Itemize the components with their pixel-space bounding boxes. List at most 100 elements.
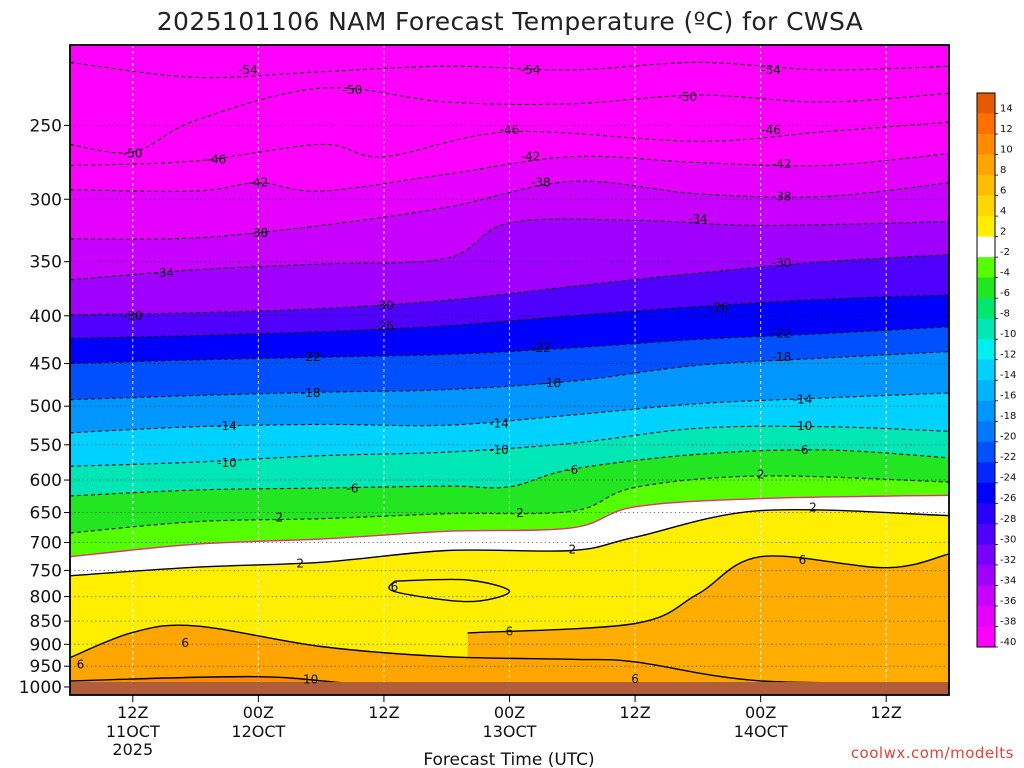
contour-label: -54 <box>238 63 258 77</box>
x-tick-hour: 12Z <box>368 703 399 722</box>
y-tick-label: 950 <box>30 657 62 677</box>
contour-label: 2 <box>516 506 524 520</box>
colorbar-swatch <box>977 523 995 545</box>
colorbar-swatch <box>977 298 995 320</box>
colorbar-swatch <box>977 564 995 586</box>
grid-lines <box>70 45 949 695</box>
colorbar-swatch <box>977 257 995 279</box>
colorbar-label: 6 <box>1000 185 1006 196</box>
colorbar-swatch <box>977 400 995 422</box>
colorbar-label: -10 <box>1000 329 1016 340</box>
contour-label: -10 <box>793 419 813 433</box>
contour-label: -22 <box>301 350 321 364</box>
contour-label: -46 <box>207 153 227 167</box>
colorbar-swatch <box>977 318 995 340</box>
contour-label: -18 <box>542 376 562 390</box>
colorbar-label: -16 <box>1000 391 1016 402</box>
colorbar-swatch <box>977 380 995 402</box>
isotherm--46 <box>70 121 949 167</box>
colorbar-swatch <box>977 236 995 258</box>
contour-label: 6 <box>506 624 514 638</box>
x-tick-date: 11OCT <box>106 722 160 741</box>
contour-label: -42 <box>249 176 269 190</box>
contour-label: 6 <box>181 636 189 650</box>
y-tick-label: 900 <box>30 635 62 655</box>
y-tick-label: 500 <box>30 397 62 417</box>
contour-label: -6 <box>797 443 809 457</box>
colorbar-swatch <box>977 544 995 566</box>
colorbar-label: -26 <box>1000 493 1016 504</box>
contour-label: -54 <box>521 63 541 77</box>
contour-label: -6 <box>566 463 578 477</box>
x-tick-hour: 00Z <box>243 703 274 722</box>
colorbar-swatch <box>977 482 995 504</box>
colorbar-swatch <box>977 154 995 176</box>
contour-label: -30 <box>374 299 394 313</box>
ground-layer <box>70 682 949 695</box>
colorbar: 14 12 10 8 6 4 2 -2 -4 -6 -8 -10 -12 -14 -16 -18 -20 -22 -… <box>976 92 1016 648</box>
colorbar-swatch <box>977 175 995 196</box>
colorbar-label: -24 <box>1000 473 1016 484</box>
isotherm--2 <box>70 475 949 534</box>
colorbar-label: -20 <box>1000 432 1016 443</box>
colorbar-label: -32 <box>1000 555 1016 566</box>
isotherm-0 <box>70 494 949 558</box>
y-tick-label: 750 <box>30 561 62 581</box>
y-tick-label: 800 <box>30 588 62 608</box>
contour-label: -38 <box>531 176 551 190</box>
y-tick-label: 600 <box>30 471 62 491</box>
isotherm-2 <box>70 508 949 577</box>
contour-label: -10 <box>217 456 237 470</box>
colorbar-swatch <box>977 277 995 299</box>
isotherm-6 <box>467 553 949 634</box>
contour-label: -50 <box>678 90 698 104</box>
contour-label: -26 <box>709 301 729 315</box>
y-tick-label: 300 <box>30 190 62 210</box>
contour-label: 6 <box>77 657 85 671</box>
contour-label: -30 <box>772 256 792 270</box>
contour-label: -18 <box>772 350 792 364</box>
colorbar-swatch <box>977 441 995 463</box>
contour-label: -18 <box>301 386 321 400</box>
contour-label: -38 <box>249 226 269 240</box>
x-tick-hour: 12Z <box>117 703 148 722</box>
credit-link[interactable]: coolwx.com/modelts <box>851 744 1014 762</box>
y-tick-label: 250 <box>30 116 62 136</box>
colorbar-swatch <box>977 216 995 238</box>
colorbar-label: -34 <box>1000 575 1016 586</box>
y-tick-label: 450 <box>30 355 62 375</box>
colorbar-label: 12 <box>1000 124 1013 135</box>
colorbar-label: 2 <box>1000 227 1006 238</box>
plot-area: -54 -54 -54-50-50-50 -46-46 -46-42-42-42-38-… <box>69 44 950 696</box>
colorbar-swatch <box>977 626 995 648</box>
colorbar-label: -38 <box>1000 616 1016 627</box>
colorbar-label: -14 <box>1000 370 1016 381</box>
contour-label: -50 <box>123 147 143 161</box>
isotherm--54 <box>70 61 949 79</box>
colorbar-label: -28 <box>1000 514 1016 525</box>
contour-label: -26 <box>374 319 394 333</box>
colorbar-swatch <box>977 195 995 217</box>
contour-label: -14 <box>489 417 509 431</box>
contour-label: -38 <box>772 190 792 204</box>
contour-label: -46 <box>500 123 520 137</box>
colorbar-label: 10 <box>1000 144 1013 155</box>
contour-label: -34 <box>688 212 708 226</box>
isotherm--34 <box>70 218 949 281</box>
y-tick-label: 550 <box>30 436 62 456</box>
colorbar-label: 4 <box>1000 206 1006 217</box>
colorbar-label: -6 <box>1000 288 1010 299</box>
contour-label: -50 <box>343 83 363 97</box>
colorbar-label: -36 <box>1000 596 1016 607</box>
x-tick-hour: 00Z <box>745 703 776 722</box>
x-tick-date: 14OCT <box>734 722 788 741</box>
isotherm-6 <box>388 578 511 603</box>
contour-label: 2 <box>809 500 817 514</box>
x-tick-date: 12OCT <box>231 722 285 741</box>
y-tick-label: 350 <box>30 253 62 273</box>
y-tick-label: 850 <box>30 612 62 632</box>
contour-label: 10 <box>303 673 318 687</box>
isotherms-solid <box>70 494 949 692</box>
colorbar-label: -4 <box>1000 268 1010 279</box>
